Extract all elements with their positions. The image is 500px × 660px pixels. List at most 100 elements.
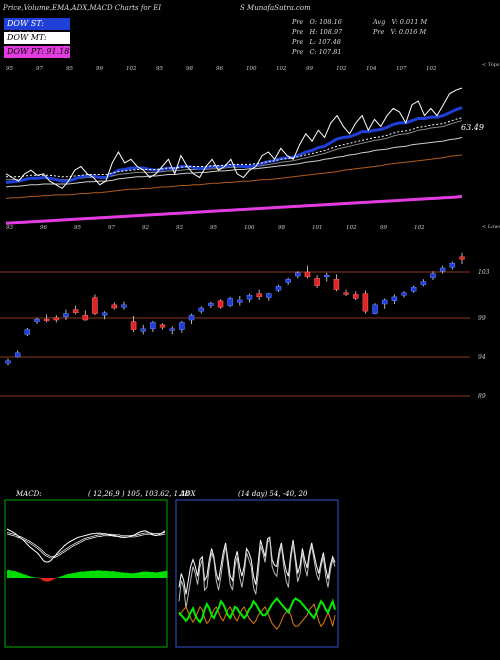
candle-body bbox=[352, 294, 359, 299]
header-title-left: Price,Volume,EMA,ADX,MACD Charts for EI bbox=[3, 4, 162, 12]
macd-hist-bar bbox=[39, 578, 42, 579]
candle-body bbox=[314, 278, 320, 286]
macd-hist-bar bbox=[59, 576, 63, 578]
candle-body bbox=[63, 313, 69, 318]
macd-hist-bar bbox=[57, 577, 60, 578]
macd-hist-bar bbox=[137, 572, 141, 578]
candle-body bbox=[246, 294, 253, 300]
macd-hist-bar bbox=[9, 570, 12, 578]
macd-hist-bar bbox=[25, 575, 28, 578]
candle-body bbox=[381, 299, 388, 305]
stat-low-label: Pre bbox=[292, 38, 304, 46]
low-tick-label: 98 bbox=[278, 225, 285, 231]
stat-high-label: Pre bbox=[292, 28, 304, 36]
macd-hist-bar bbox=[100, 570, 104, 578]
macd-hist-bar bbox=[91, 570, 95, 578]
low-tick-label: 95 bbox=[210, 225, 217, 231]
stat-avg-volume-label: Avg bbox=[373, 18, 386, 26]
candle-body bbox=[72, 309, 79, 314]
candle-body bbox=[266, 293, 272, 298]
macd-hist-bar bbox=[142, 571, 145, 578]
candle-body bbox=[121, 304, 127, 308]
candle-body bbox=[295, 272, 301, 277]
candle-body bbox=[430, 273, 436, 278]
macd-hist-bar bbox=[77, 572, 81, 578]
top-tick-label: 98 bbox=[186, 66, 193, 72]
macd-hist-bar bbox=[7, 570, 10, 578]
candle-body bbox=[256, 293, 262, 298]
macd-hist-bar bbox=[48, 578, 51, 582]
candle-body bbox=[34, 318, 40, 322]
candle-body bbox=[53, 317, 60, 321]
low-tick-label: 96 bbox=[40, 225, 47, 231]
ema-long-white-line bbox=[5, 137, 463, 188]
candle-body bbox=[362, 293, 369, 312]
candle-body bbox=[372, 304, 378, 314]
macd-hist-bar bbox=[68, 573, 72, 578]
level-label: 103 bbox=[478, 269, 490, 276]
candle-body bbox=[343, 292, 349, 295]
candle-body bbox=[101, 312, 108, 316]
macd-hist-bar bbox=[23, 574, 26, 578]
macd-hist-bar bbox=[119, 572, 122, 578]
low-tick-label: 102 bbox=[414, 225, 425, 231]
stat-open-key: O: bbox=[309, 18, 318, 26]
macd-hist-bar bbox=[27, 576, 31, 578]
candle-body bbox=[333, 278, 340, 290]
candle-body bbox=[188, 314, 195, 321]
candle-body bbox=[275, 286, 282, 291]
macd-signal-core bbox=[6, 532, 166, 558]
candle-body bbox=[217, 300, 224, 308]
candle-body bbox=[140, 328, 146, 332]
low-tick-label: 100 bbox=[244, 225, 255, 231]
stat-low-key: L: bbox=[309, 38, 317, 46]
top-tick-label: 99 bbox=[96, 66, 103, 72]
macd-hist-bar bbox=[107, 571, 111, 578]
tops-axis-label: < Tops bbox=[482, 62, 500, 68]
level-label: 94 bbox=[478, 354, 486, 361]
low-tick-label: 102 bbox=[346, 225, 357, 231]
macd-hist-bar bbox=[144, 571, 147, 578]
macd-hist-bar bbox=[45, 578, 49, 582]
candle-body bbox=[449, 262, 456, 268]
macd-hist-bar bbox=[162, 571, 166, 578]
macd-hist-bar bbox=[71, 573, 74, 578]
lows-axis-label: < Lows bbox=[482, 224, 500, 230]
macd-hist-bar bbox=[151, 572, 154, 578]
macd-hist-bar bbox=[13, 571, 17, 578]
top-tick-label: 107 bbox=[396, 66, 407, 72]
candle-body bbox=[82, 314, 89, 321]
stat-close-key: C: bbox=[309, 48, 317, 56]
macd-params: ( 12,26,9 ) 105, 103.62, 1.38 bbox=[88, 490, 190, 498]
macd-hist-bar bbox=[61, 575, 65, 578]
stat-open: Pre O: 108.16 bbox=[292, 18, 342, 26]
candle-body bbox=[410, 286, 417, 292]
macd-hist-bar bbox=[112, 571, 115, 578]
macd-hist-bar bbox=[87, 571, 90, 578]
macd-hist-bar bbox=[155, 572, 159, 578]
macd-hist-bar bbox=[148, 572, 152, 578]
ema-pt-line bbox=[5, 194, 463, 225]
top-tick-label: 102 bbox=[276, 66, 287, 72]
low-tick-label: 93 bbox=[176, 225, 183, 231]
stat-high-key: H: bbox=[309, 28, 318, 36]
adx-title: ADX bbox=[180, 490, 196, 498]
stat-avg-volume: Avg V: 0.011 M bbox=[373, 18, 427, 26]
macd-hist-bar bbox=[103, 570, 106, 578]
candle-body bbox=[198, 307, 204, 312]
macd-hist-bar bbox=[105, 570, 109, 578]
macd-hist-bar bbox=[41, 578, 44, 581]
top-tick-label: 99 bbox=[306, 66, 313, 72]
candle-body bbox=[237, 299, 243, 303]
candle-body bbox=[324, 274, 330, 278]
macd-hist-bar bbox=[146, 571, 150, 578]
level-label: 89 bbox=[478, 393, 486, 400]
top-tick-label: 102 bbox=[426, 66, 437, 72]
macd-hist-bar bbox=[32, 577, 35, 578]
macd-hist-bar bbox=[11, 570, 15, 578]
stat-low-value: 107.48 bbox=[318, 38, 341, 46]
macd-hist-bar bbox=[84, 571, 88, 578]
macd-hist-bar bbox=[66, 574, 70, 578]
macd-title: MACD: bbox=[16, 490, 42, 498]
